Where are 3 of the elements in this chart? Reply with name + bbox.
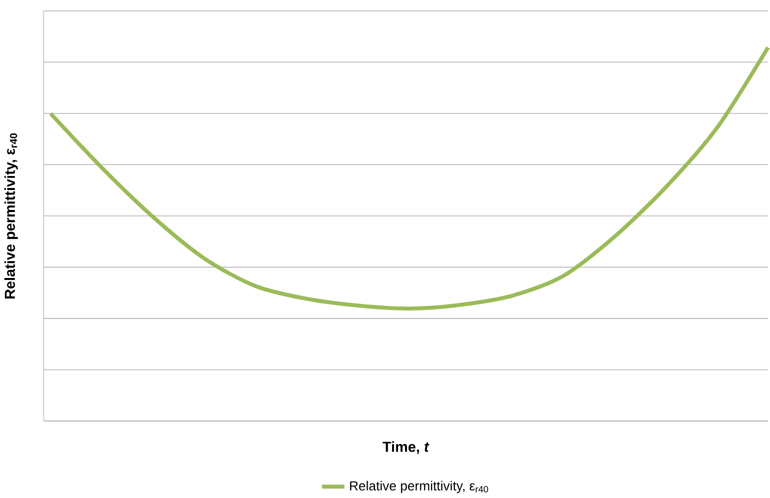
y-axis-title: Relative permittivity, ε$_{r40}$ [4,134,18,299]
x-axis-title: Time, t [382,441,430,454]
legend-label: Relative permittivity, ε$_{r40}$ [350,481,488,494]
